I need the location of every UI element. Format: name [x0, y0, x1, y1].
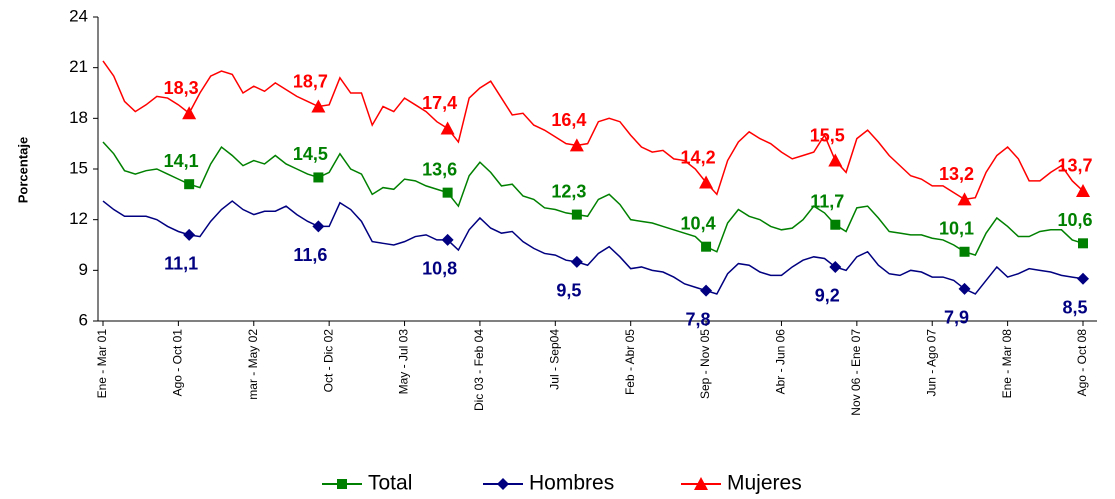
- data-point: [182, 106, 197, 120]
- x-tick-label: Jun - Ago 07: [924, 329, 938, 397]
- series-line: [102, 60, 1084, 201]
- x-tick-label: Abr - Jun 06: [774, 329, 788, 395]
- value-label: 7,9: [944, 308, 969, 328]
- value-label: 14,1: [164, 151, 199, 171]
- x-tick-label: Ago - Oct 08: [1075, 329, 1089, 397]
- data-point: [570, 255, 583, 268]
- x-tick-label: mar - May 02: [246, 329, 260, 400]
- series-line: [102, 200, 1084, 295]
- data-point: [958, 282, 971, 295]
- value-label: 14,2: [681, 147, 716, 167]
- x-tick-label: Feb - Abr 05: [623, 329, 637, 395]
- x-tick-label: May - Jul 03: [397, 329, 411, 395]
- value-label: 12,3: [551, 181, 586, 201]
- data-point: [701, 241, 712, 252]
- value-label: 7,8: [686, 309, 711, 329]
- legend-marker: [497, 478, 509, 490]
- legend-label: Total: [368, 472, 412, 495]
- value-label: 18,7: [293, 71, 328, 91]
- legend-label: Mujeres: [727, 472, 802, 495]
- value-label: 13,7: [1057, 156, 1092, 176]
- data-point: [957, 192, 972, 206]
- y-tick-label: 9: [79, 260, 88, 279]
- data-point: [440, 121, 455, 135]
- y-tick-label: 6: [79, 310, 88, 329]
- value-label: 13,2: [939, 164, 974, 184]
- x-tick-label: Nov 06 - Ene 07: [849, 329, 863, 416]
- value-label: 18,3: [164, 78, 199, 98]
- value-label: 17,4: [422, 93, 457, 113]
- x-tick-label: Dic 03 - Feb 04: [472, 329, 486, 411]
- x-tick-label: Jul - Sep04: [547, 329, 561, 390]
- y-tick-label: 24: [69, 6, 88, 25]
- data-point: [1076, 183, 1090, 197]
- x-tick-label: Ene - Mar 08: [1000, 329, 1014, 399]
- y-tick-label: 15: [69, 158, 88, 177]
- value-label: 15,5: [810, 125, 845, 145]
- value-label: 10,6: [1057, 210, 1092, 230]
- x-tick-label: Sep - Nov 05: [698, 329, 712, 399]
- value-label: 10,1: [939, 219, 974, 239]
- legend-label: Hombres: [529, 472, 614, 495]
- value-label: 10,8: [422, 259, 457, 279]
- value-label: 11,7: [810, 191, 844, 211]
- value-label: 11,6: [293, 245, 327, 265]
- data-point: [312, 220, 325, 233]
- data-point: [571, 209, 582, 220]
- x-tick-label: Oct - Dic 02: [321, 329, 335, 393]
- data-point: [184, 179, 195, 190]
- x-tick-label: Ago - Oct 01: [171, 329, 185, 397]
- data-point: [1077, 272, 1089, 285]
- series-line: [102, 141, 1084, 257]
- value-label: 16,4: [551, 110, 586, 130]
- value-label: 14,5: [293, 144, 328, 164]
- data-point: [311, 99, 326, 113]
- data-point: [829, 260, 842, 273]
- y-tick-label: 12: [69, 209, 88, 228]
- value-label: 10,4: [681, 213, 716, 233]
- data-point: [700, 284, 713, 297]
- legend-marker: [337, 479, 347, 489]
- x-tick-label: Ene - Mar 01: [95, 329, 109, 399]
- data-point: [828, 153, 843, 167]
- value-label: 9,5: [556, 281, 581, 301]
- y-tick-label: 18: [69, 108, 88, 127]
- legend-marker: [694, 477, 708, 490]
- value-label: 9,2: [815, 286, 840, 306]
- data-point: [183, 228, 196, 241]
- data-point: [1078, 238, 1088, 249]
- y-axis-title: Porcentaje: [15, 137, 30, 203]
- data-point: [699, 175, 714, 189]
- data-point: [830, 219, 841, 230]
- value-label: 8,5: [1062, 298, 1087, 318]
- data-point: [959, 246, 970, 257]
- data-point: [569, 138, 584, 152]
- data-point: [442, 187, 453, 198]
- value-label: 11,1: [164, 254, 198, 274]
- data-point: [441, 233, 454, 246]
- y-tick-label: 21: [69, 57, 88, 76]
- value-label: 13,6: [422, 159, 457, 179]
- data-point: [313, 172, 324, 183]
